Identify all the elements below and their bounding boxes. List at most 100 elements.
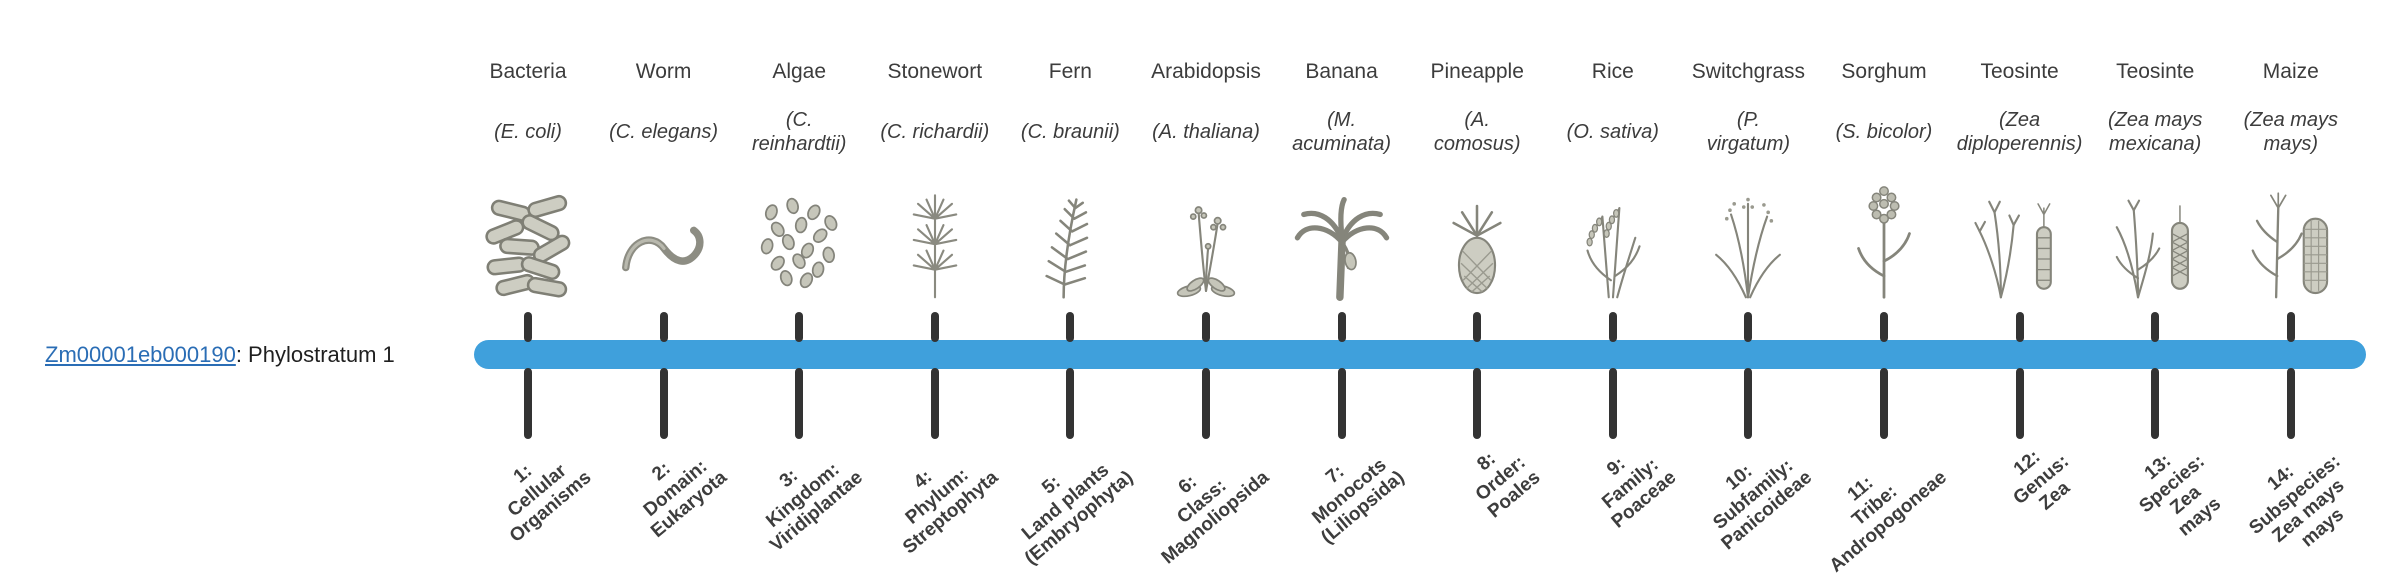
- timeline-tick-lower: [1608, 368, 1617, 439]
- timeline-tick-upper: [2286, 312, 2295, 342]
- timeline-tick-upper: [1744, 312, 1753, 342]
- stratum-label: 7: Monocots (Liliopsida): [1308, 454, 1409, 549]
- gene-link[interactable]: Zm00001eb000190: [45, 341, 236, 367]
- timeline-tick-upper: [930, 312, 939, 342]
- arabidopsis-icon: [1150, 172, 1262, 310]
- taxon-scientific-name: (C. richardii): [880, 120, 990, 143]
- stratum-label: 3: Kingdom: Viridiplantae: [761, 458, 867, 557]
- taxon-illustration: [1958, 168, 2082, 310]
- timeline-tick-lower: [524, 368, 532, 439]
- taxon-illustration: [1280, 168, 1404, 310]
- taxon-illustration: [2229, 168, 2353, 310]
- timeline-tick-upper: [795, 312, 804, 342]
- timeline-tick-lower: [795, 368, 804, 439]
- stratum-label: 8: Order: Poales: [1471, 448, 1545, 523]
- stratum-label: 2: Domain: Eukaryota: [639, 455, 731, 543]
- taxon-scientific-name: (C. elegans): [609, 120, 719, 143]
- taxon-scientific-name: (O. sativa): [1566, 120, 1659, 143]
- timeline-tick-lower: [659, 368, 668, 439]
- taxon-illustration: [1415, 168, 1539, 310]
- taxon-illustration: [1144, 168, 1268, 310]
- stratum-label: 5: Land plants (Embryophyta): [1018, 459, 1138, 570]
- taxon-common-name: Banana: [1305, 60, 1378, 83]
- taxon-scientific-name: (A. thaliana): [1152, 120, 1260, 143]
- taxon-illustration: [2093, 168, 2217, 310]
- taxon-common-name: Teosinte: [1980, 60, 2059, 83]
- switchgrass-icon: [1692, 172, 1804, 310]
- maize-icon: [2235, 172, 2347, 310]
- timeline-tick-upper: [1608, 312, 1617, 342]
- stratum-label: 1: Cellular Organisms: [503, 460, 596, 548]
- taxon-scientific-name: (P. virgatum): [1706, 108, 1791, 155]
- banana-icon: [1286, 172, 1398, 310]
- timeline-tick-lower: [1066, 368, 1075, 439]
- rice-icon: [1557, 172, 1669, 310]
- taxon-scientific-name: (C. braunii): [1020, 120, 1120, 143]
- timeline-tick-lower: [1337, 368, 1346, 439]
- taxon-common-name: Stonewort: [887, 60, 983, 83]
- taxon-scientific-name: (Zea diploperennis): [1956, 108, 2083, 155]
- taxon-illustration: [466, 168, 590, 310]
- timeline-tick-upper: [659, 312, 668, 342]
- sorghum-icon: [1828, 172, 1940, 310]
- stratum-label: 14: Subspecies: Zea mays mays: [2244, 450, 2349, 552]
- taxon-common-name: Switchgrass: [1691, 60, 1805, 83]
- taxon-common-name: Maize: [2262, 60, 2319, 83]
- taxon-scientific-name: (Zea mays mexicana): [2107, 108, 2203, 155]
- stratum-label: 13: Species: Zea mays: [2135, 450, 2226, 541]
- stratum-label: 4: Phylum: Streptophyta: [898, 464, 1003, 559]
- timeline-tick-upper: [2015, 312, 2024, 342]
- taxon-illustration: [1551, 168, 1675, 310]
- gene-stratum-text: : Phylostratum 1: [235, 341, 395, 367]
- timeline-tick-lower: [2286, 368, 2295, 439]
- timeline-tick-upper: [1473, 312, 1482, 342]
- gene-label: Zm00001eb000190: Phylostratum 1: [45, 340, 395, 369]
- worm-icon: [608, 172, 720, 310]
- taxon-illustration: [1686, 168, 1810, 310]
- timeline-tick-upper: [1880, 312, 1888, 342]
- timeline-tick-lower: [1473, 368, 1482, 439]
- timeline-tick-upper: [1337, 312, 1346, 342]
- taxon-scientific-name: (S. bicolor): [1835, 120, 1933, 143]
- pineapple-icon: [1421, 172, 1533, 310]
- timeline-tick-upper: [2151, 312, 2160, 342]
- teosinte-mexicana-icon: [2099, 172, 2211, 310]
- taxon-scientific-name: (A. comosus): [1433, 108, 1521, 155]
- taxon-illustration: [1822, 168, 1946, 310]
- stratum-label: 11: Tribe: Andropogoneae: [1826, 467, 1952, 577]
- stratum-label: 9: Family: Poaceae: [1597, 453, 1681, 533]
- timeline-tick-upper: [1202, 312, 1210, 342]
- taxon-common-name: Rice: [1591, 60, 1634, 83]
- stratum-label: 10: Subfamily: Panicoideae: [1708, 455, 1816, 555]
- timeline-tick-upper: [524, 312, 532, 342]
- taxon-illustration: [737, 168, 861, 310]
- bacteria-icon: [472, 172, 584, 310]
- taxon-illustration: [602, 168, 726, 310]
- timeline-tick-lower: [1880, 368, 1888, 439]
- taxon-common-name: Pineapple: [1430, 60, 1524, 83]
- fern-icon: [1014, 172, 1126, 310]
- phylostratum-bar: [474, 340, 2366, 369]
- taxon-scientific-name: (Zea mays mays): [2243, 108, 2339, 155]
- taxon-common-name: Bacteria: [489, 60, 567, 83]
- taxon-common-name: Arabidopsis: [1151, 60, 1261, 83]
- timeline-tick-lower: [1744, 368, 1753, 439]
- taxon-common-name: Sorghum: [1841, 60, 1927, 83]
- taxon-scientific-name: (M. acuminata): [1292, 108, 1392, 155]
- taxon-scientific-name: (C. reinhardtii): [751, 108, 847, 155]
- stratum-label: 6: Class: Magnoliopsida: [1157, 467, 1274, 569]
- taxon-common-name: Fern: [1048, 60, 1092, 83]
- taxon-illustration: [1008, 168, 1132, 310]
- timeline-tick-upper: [1066, 312, 1075, 342]
- taxon-common-name: Teosinte: [2116, 60, 2195, 83]
- taxon-illustration: [873, 168, 997, 310]
- timeline-tick-lower: [2015, 368, 2024, 439]
- stratum-label: 12: Genus: Zea: [2009, 446, 2075, 515]
- timeline-tick-lower: [1202, 368, 1210, 439]
- teosinte-diploperennis-icon: [1964, 172, 2076, 310]
- timeline-tick-lower: [2151, 368, 2160, 439]
- taxon-common-name: Worm: [635, 60, 692, 83]
- taxon-scientific-name: (E. coli): [494, 120, 562, 143]
- stonewort-icon: [879, 172, 991, 310]
